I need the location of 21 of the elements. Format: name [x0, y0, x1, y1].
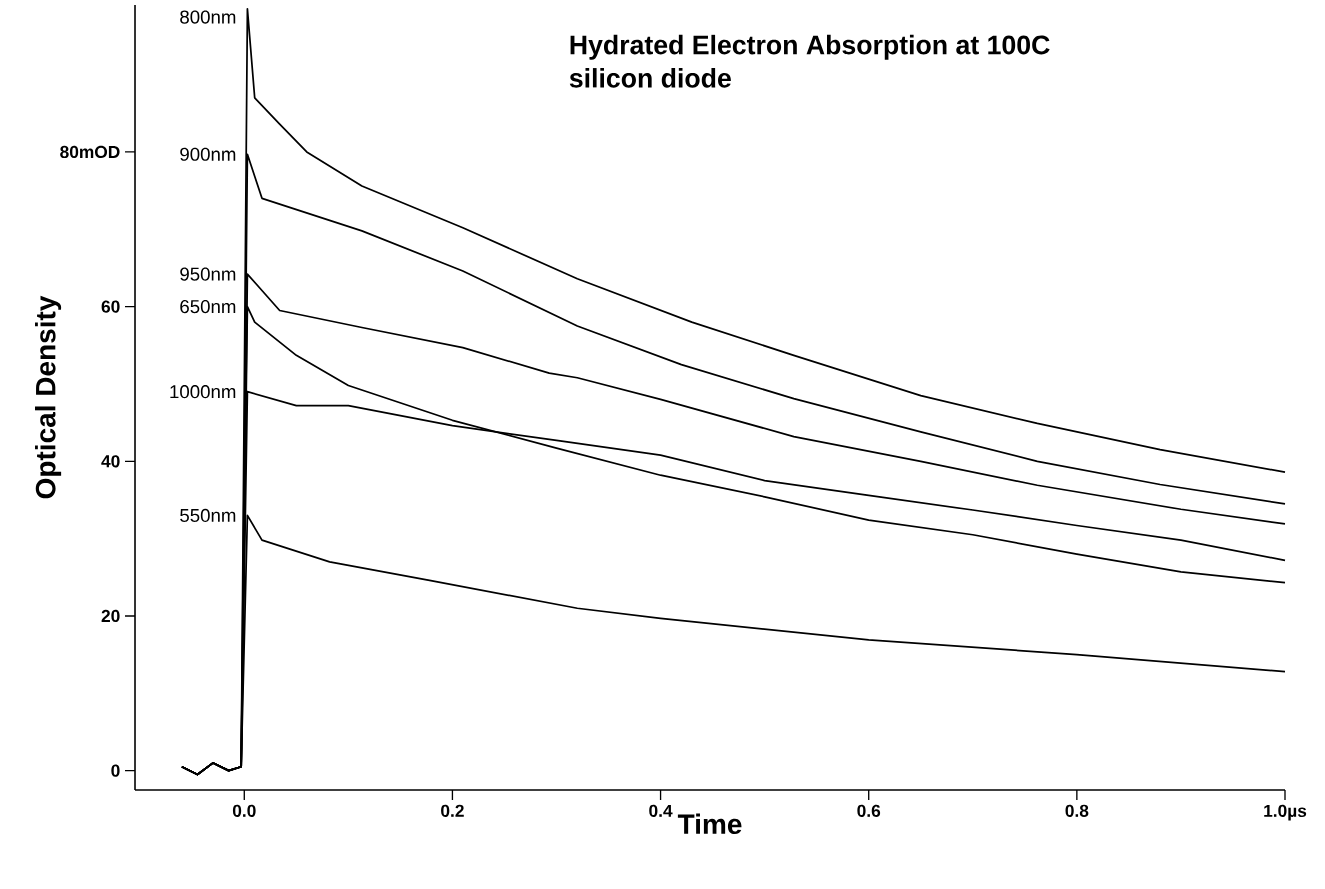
x-tick-label: 0.8: [1065, 804, 1089, 817]
series-label: 550nm: [180, 508, 236, 523]
y-tick-label: 20: [101, 609, 120, 623]
text: silicon diode: [569, 68, 731, 88]
y-axis-title: Optical Density: [35, 295, 62, 499]
x-tick-label: 0.6: [857, 804, 881, 817]
y-tick-label: 0: [111, 764, 120, 777]
x-tick-label: 0.4: [649, 804, 673, 817]
y-tick-label: 60: [101, 300, 120, 313]
series-label: 900nm: [180, 147, 236, 161]
y-tick-label: 40: [101, 455, 120, 468]
x-tick-label: 1.0µs: [1264, 804, 1307, 821]
x-tick-label: 0.0: [232, 804, 256, 817]
y-tick-label: 80mOD: [60, 145, 120, 159]
series-label: 950nm: [180, 267, 236, 281]
series-label: 800nm: [180, 10, 236, 24]
series-label: 1000nm: [170, 385, 236, 399]
x-tick-label: 0.2: [441, 804, 464, 817]
text: Hydrated Electron Absorption at 100C: [570, 34, 1050, 60]
x-axis-title: Time: [677, 813, 742, 835]
series-label: 650nm: [180, 299, 236, 314]
